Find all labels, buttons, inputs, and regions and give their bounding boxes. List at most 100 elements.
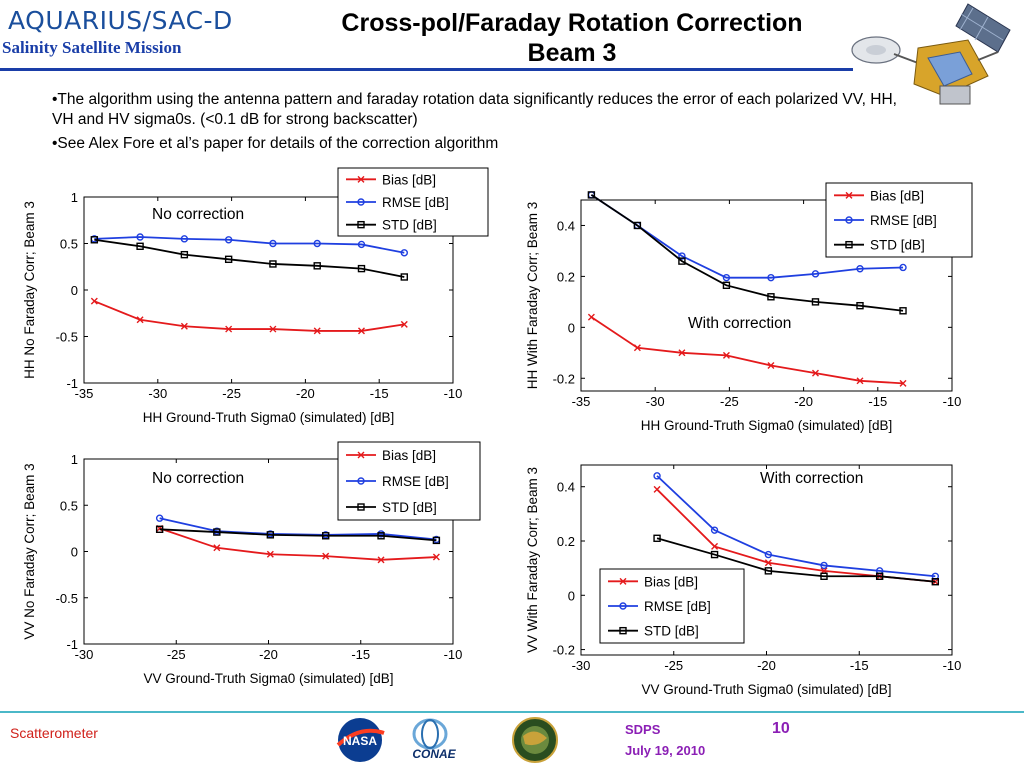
- data-point: [811, 270, 820, 278]
- y-tick-label: 0.5: [60, 498, 78, 513]
- x-tick-label: -10: [943, 394, 962, 409]
- y-tick-label: 0.2: [557, 534, 575, 549]
- data-point: [875, 572, 884, 580]
- x-axis-label: HH Ground-Truth Sigma0 (simulated) [dB]: [641, 418, 893, 433]
- y-tick-label: 0.2: [557, 269, 575, 284]
- data-point: [136, 316, 144, 324]
- data-point: [90, 297, 98, 305]
- chart-legend: Bias [dB] RMSE [dB] STD [dB]: [599, 568, 745, 644]
- data-point: [722, 273, 731, 282]
- x-tick-label: -25: [720, 394, 739, 409]
- legend-label: Bias [dB]: [382, 172, 436, 187]
- series-s: [653, 534, 940, 586]
- data-point: [313, 239, 321, 248]
- data-point: [377, 556, 385, 564]
- data-point: [710, 526, 719, 534]
- y-tick-label: 0.4: [557, 218, 575, 233]
- slide-title-line1: Cross-pol/Faraday Rotation Correction: [341, 9, 803, 37]
- data-point: [432, 536, 441, 545]
- data-point: [931, 578, 940, 586]
- y-tick-label: -0.2: [553, 371, 575, 386]
- data-point: [400, 320, 408, 328]
- data-point: [313, 262, 321, 270]
- x-tick-label: -20: [794, 394, 813, 409]
- chart-hh_no: -35 -30 -25 -20 -15 -10 -1 -0.5 0 0.5 1 HH Ground-T…: [22, 167, 489, 425]
- chart-hh_with: -35 -30 -25 -20 -15 -10 -0.2 0 0.2 0.4 HH Ground-T…: [525, 182, 973, 433]
- series-x: [156, 524, 440, 564]
- data-point: [136, 242, 144, 250]
- legend-label: STD [dB]: [382, 500, 437, 515]
- x-tick-label: -25: [222, 386, 241, 401]
- series-line: [94, 236, 405, 254]
- y-tick-label: -0.2: [553, 643, 575, 658]
- x-tick-label: -15: [850, 658, 869, 673]
- y-tick-label: 0: [568, 320, 575, 335]
- aquarius-logo: AQUARIUS/SAC-D: [4, 2, 272, 62]
- x-axis-label: HH Ground-Truth Sigma0 (simulated) [dB]: [143, 410, 395, 425]
- y-tick-label: 0.4: [557, 480, 575, 495]
- data-point: [266, 531, 275, 539]
- bullet-item: •See Alex Fore et al’s paper for details…: [52, 135, 499, 152]
- data-point: [899, 307, 907, 315]
- data-point: [856, 301, 864, 310]
- data-point: [357, 175, 365, 183]
- data-point: [224, 255, 233, 264]
- data-point: [357, 240, 366, 249]
- y-axis-label: VV With Faraday Corr; Beam 3: [525, 467, 540, 653]
- x-tick-label: -30: [572, 658, 591, 673]
- isr-logo-icon: [512, 717, 558, 763]
- bullet-list: •The algorithm using the antenna pattern…: [52, 90, 922, 154]
- footer-date: July 19, 2010: [625, 743, 706, 758]
- y-tick-label: 0: [71, 545, 78, 560]
- data-point: [587, 313, 595, 321]
- legend-label: Bias [dB]: [870, 188, 924, 203]
- x-tick-label: -10: [444, 386, 463, 401]
- data-point: [225, 325, 233, 333]
- data-point: [899, 263, 907, 272]
- chart-vv_no: -30 -25 -20 -15 -10 -1 -0.5 0 0.5 1 VV Ground-Trut…: [22, 441, 481, 686]
- legend-label: RMSE [dB]: [382, 195, 449, 210]
- x-tick-label: -20: [757, 658, 776, 673]
- data-point: [224, 236, 233, 244]
- data-point: [357, 327, 365, 335]
- x-axis-label: VV Ground-Truth Sigma0 (simulated) [dB]: [143, 671, 393, 686]
- x-tick-label: -35: [572, 394, 591, 409]
- data-point: [357, 451, 365, 459]
- conae-logo-icon: CONAE: [412, 718, 457, 761]
- data-point: [633, 221, 642, 230]
- data-point: [653, 534, 661, 542]
- data-point: [313, 327, 321, 335]
- data-point: [266, 550, 274, 558]
- slide-title: Cross-pol/Faraday Rotation Correction Be…: [262, 8, 882, 68]
- data-point: [633, 344, 641, 352]
- header-rule: [0, 68, 853, 71]
- y-tick-label: -1: [66, 637, 78, 652]
- data-point: [764, 550, 773, 559]
- data-point: [180, 250, 189, 259]
- x-axis-label: VV Ground-Truth Sigma0 (simulated) [dB]: [641, 682, 891, 697]
- data-point: [269, 239, 277, 248]
- footer-rule: [0, 711, 1024, 713]
- series-x: [587, 313, 907, 387]
- footer-org: SDPS: [625, 722, 661, 737]
- chart-annotation: No correction: [152, 470, 244, 487]
- data-point: [845, 240, 853, 249]
- y-tick-label: 1: [71, 190, 78, 205]
- data-point: [377, 532, 385, 540]
- conae-logo-text: CONAE: [412, 747, 456, 761]
- footer-section-label: Scatterometer: [10, 725, 98, 741]
- chart-annotation: No correction: [152, 206, 244, 223]
- x-tick-label: -10: [943, 658, 962, 673]
- nasa-logo-icon: NASA: [336, 718, 385, 762]
- legend-label: STD [dB]: [382, 218, 437, 233]
- data-point: [820, 561, 828, 570]
- x-tick-label: -15: [370, 386, 389, 401]
- series-line: [93, 300, 405, 332]
- y-tick-label: 0: [71, 283, 78, 298]
- data-point: [155, 525, 164, 533]
- x-tick-label: -30: [646, 394, 665, 409]
- x-tick-label: -35: [75, 386, 94, 401]
- data-point: [432, 553, 440, 561]
- series-o: [90, 233, 408, 257]
- nasa-logo-text: NASA: [343, 734, 377, 748]
